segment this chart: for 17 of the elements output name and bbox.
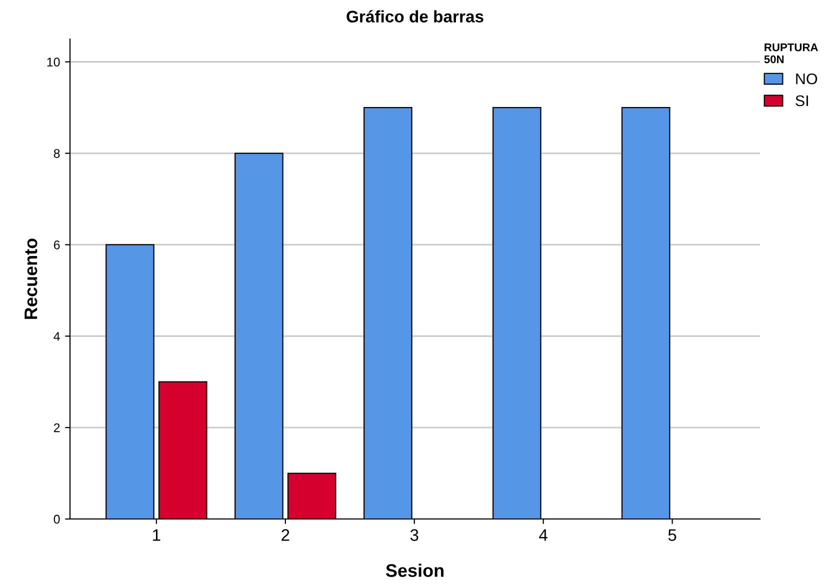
- y-tick-label: 0: [54, 514, 60, 524]
- legend-label: NO: [796, 73, 818, 84]
- x-tick-label: 3: [410, 529, 418, 541]
- y-tick-label: 4: [54, 332, 60, 341]
- y-tick-label: 2: [54, 423, 60, 432]
- x-axis-title: Sesion: [386, 564, 444, 577]
- y-axis-title: Recuento: [24, 238, 38, 319]
- y-tick-label: 6: [54, 240, 60, 250]
- y-tick-label: 8: [54, 149, 60, 158]
- x-tick-label: 2: [282, 529, 290, 541]
- legend-label: SI: [796, 95, 808, 106]
- x-tick-label: 5: [668, 529, 676, 541]
- legend-title: RUPTURA 50N: [764, 44, 818, 64]
- x-tick-label: 1: [153, 529, 160, 541]
- chart-title: Gráfico de barras: [346, 10, 484, 22]
- y-tick-label: 10: [47, 58, 60, 67]
- x-tick-label: 4: [539, 529, 548, 541]
